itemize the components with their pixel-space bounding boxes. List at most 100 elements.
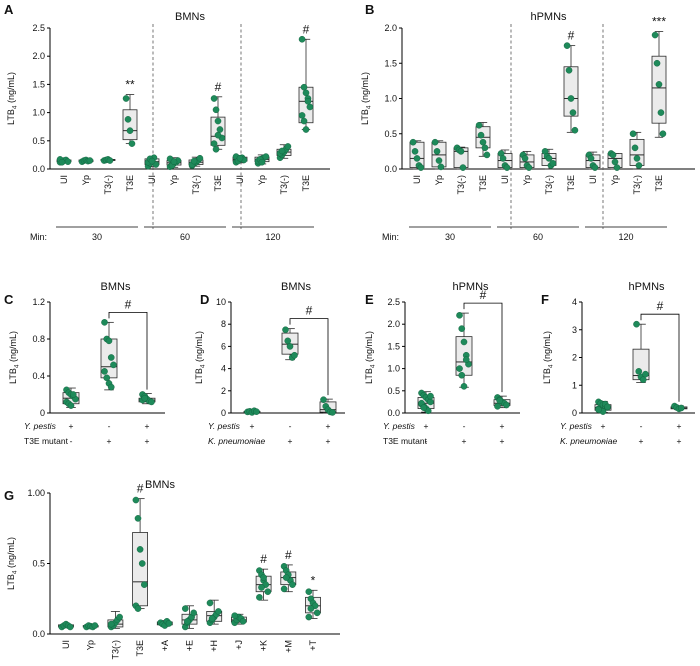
data-point <box>571 126 579 134</box>
factor-value: + <box>326 436 331 446</box>
significance-label: ** <box>125 78 135 92</box>
data-point <box>427 392 434 400</box>
data-point <box>307 605 315 612</box>
data-point <box>148 398 155 406</box>
data-point <box>503 164 511 171</box>
y-tick-label: 2 <box>572 353 577 363</box>
data-point <box>459 164 467 171</box>
x-tick-label: +A <box>160 640 170 651</box>
data-point <box>653 59 661 67</box>
x-tick-label: +K <box>259 640 269 651</box>
factor-value: + <box>326 421 331 431</box>
y-tick-label: 2.0 <box>387 319 400 329</box>
data-point <box>300 117 308 125</box>
panel-label-D: D <box>200 292 209 307</box>
x-tick-label: T3E <box>135 640 145 657</box>
x-tick-label: Yp <box>169 175 179 185</box>
data-point <box>329 409 336 416</box>
y-tick-label: 1.0 <box>387 364 400 374</box>
panel-label-C: C <box>4 292 14 307</box>
y-tick-label: 4 <box>572 297 577 307</box>
data-point <box>633 320 640 328</box>
data-point <box>457 148 465 155</box>
data-point <box>258 584 265 591</box>
y-tick-label: 0.0 <box>32 629 45 639</box>
data-point <box>289 581 296 588</box>
panel-label-G: G <box>4 488 14 503</box>
data-point <box>305 588 313 596</box>
data-point <box>134 605 142 612</box>
data-point <box>253 408 260 415</box>
x-tick-label: Yp <box>81 175 91 185</box>
data-point <box>460 338 468 346</box>
significance-label: # <box>303 22 310 36</box>
data-point <box>477 131 485 139</box>
x-tick-label: Yp <box>257 175 267 185</box>
factor-value: + <box>500 436 505 446</box>
x-tick-label: T3E <box>125 175 135 192</box>
y-tick-label: 1.0 <box>32 108 45 118</box>
factor-value: + <box>462 436 467 446</box>
data-point <box>196 154 204 162</box>
factor-value: - <box>463 421 466 431</box>
x-tick-label: UI <box>147 175 157 184</box>
panel-title: BMNs <box>175 11 205 23</box>
data-point <box>278 147 286 155</box>
factor-value: - <box>289 421 292 431</box>
y-axis-label: LTB4 (ng/mL) <box>194 331 207 384</box>
y-tick-label: 0 <box>40 408 45 418</box>
data-point <box>677 404 685 412</box>
data-point <box>190 157 198 165</box>
data-point <box>499 155 507 162</box>
data-point <box>264 588 272 596</box>
panel-label-E: E <box>365 292 374 307</box>
data-point <box>260 574 267 581</box>
x-tick-label: T3E <box>566 175 576 192</box>
data-point <box>462 356 470 364</box>
data-point <box>105 337 113 345</box>
y-tick-label: 0.8 <box>32 334 45 344</box>
data-point <box>427 398 434 406</box>
y-tick-label: 1.2 <box>32 297 45 307</box>
y-tick-label: 0.0 <box>32 164 45 174</box>
data-point <box>613 164 621 171</box>
y-axis-label: LTB4 (ng/mL) <box>8 331 21 384</box>
data-point <box>494 403 501 410</box>
data-point <box>258 158 266 166</box>
data-point <box>424 407 432 415</box>
data-point <box>67 402 75 409</box>
data-point <box>212 145 220 153</box>
data-point <box>103 374 111 382</box>
data-point <box>300 83 308 91</box>
data-point <box>212 106 220 114</box>
factor-value: - <box>640 421 643 431</box>
data-point <box>411 148 419 155</box>
significance-label: * <box>311 573 316 587</box>
factor-value: + <box>677 421 682 431</box>
data-point <box>214 131 222 139</box>
factor-value: + <box>601 421 606 431</box>
data-point <box>107 383 115 391</box>
data-point <box>460 383 468 390</box>
significance-label: # <box>285 548 292 562</box>
data-point <box>456 365 463 372</box>
x-tick-label: T3(-) <box>103 175 113 195</box>
data-point <box>659 130 667 138</box>
data-point <box>210 95 218 102</box>
data-point <box>569 109 577 116</box>
data-point <box>206 599 214 607</box>
factor-value: + <box>424 421 429 431</box>
data-point <box>236 154 244 162</box>
group-label: 60 <box>533 232 543 242</box>
x-tick-label: UI <box>500 175 510 184</box>
x-tick-label: T3E <box>654 175 664 192</box>
data-point <box>141 394 149 402</box>
data-point <box>170 158 178 165</box>
data-point <box>479 138 487 146</box>
data-point <box>280 585 288 593</box>
x-tick-label: T3E <box>301 175 311 192</box>
x-tick-label: T3(-) <box>544 175 554 195</box>
data-point <box>298 112 306 119</box>
significance-label: # <box>306 304 313 318</box>
